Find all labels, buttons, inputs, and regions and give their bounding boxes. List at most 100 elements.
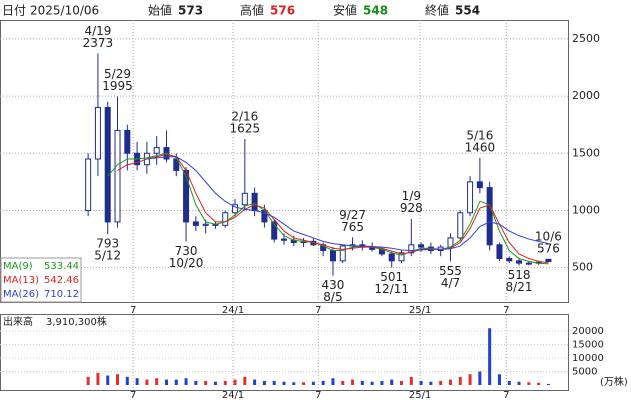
low-label: 安値 (333, 3, 357, 18)
high-label: 高値 (240, 3, 264, 18)
candle-body (202, 223, 209, 226)
candle-body (124, 129, 131, 154)
candle-body (153, 147, 160, 154)
annotation-date: 5/29 (104, 67, 131, 81)
volume-bar (360, 380, 364, 385)
annotation-date: 10/20 (169, 256, 204, 270)
volume-total: 3,910,300株 (46, 315, 107, 328)
candle-body (516, 260, 523, 264)
high-value: 576 (270, 4, 295, 18)
annotation-value: 1460 (465, 140, 496, 154)
y-tick-label: 1500 (572, 146, 600, 159)
volume-bar (223, 380, 227, 385)
candle-body (398, 252, 405, 262)
open-value: 573 (178, 4, 203, 18)
y-tick-label: 500 (572, 261, 593, 274)
candle-body (418, 244, 425, 248)
y-tick-label: 2000 (572, 89, 600, 102)
date-value: 2025/10/06 (30, 4, 99, 18)
candle-body (467, 181, 474, 214)
ma-legend-name: MA(13) (3, 275, 39, 286)
volume-bar (125, 376, 129, 385)
volume-bar (507, 380, 511, 385)
date-label: 日付 (2, 4, 26, 18)
candle-body (85, 158, 92, 211)
volume-bar (448, 379, 452, 385)
close-value: 554 (455, 4, 480, 18)
annotation-value: 765 (341, 220, 364, 234)
annotation-date: 4/19 (84, 24, 111, 38)
annotation-date: 1/9 (402, 189, 421, 203)
candle-body (222, 212, 229, 226)
annotation-date: 5/16 (466, 128, 493, 142)
volume-bar (292, 382, 296, 385)
annotation-value: 576 (537, 241, 560, 255)
volume-bar (468, 374, 472, 385)
volume-bar (96, 372, 100, 385)
annotation-date: 12/11 (374, 282, 409, 296)
x-tick-label: 7 (315, 390, 321, 400)
moving-average (117, 153, 549, 264)
ma-legend-name: MA(9) (3, 261, 33, 272)
volume-bar (488, 328, 492, 385)
volume-bar (439, 380, 443, 385)
header-bg (0, 0, 631, 20)
annotation-value: 1625 (230, 121, 261, 135)
annotation-value: 2373 (83, 36, 114, 50)
candle-body (339, 245, 346, 262)
volume-bar (272, 380, 276, 385)
volume-bar (331, 378, 335, 385)
volume-bar (409, 376, 413, 385)
annotation-value: 730 (175, 244, 198, 258)
volume-bar (233, 379, 237, 385)
volume-bar (174, 379, 178, 385)
annotation-date: 9/27 (339, 208, 366, 222)
volume-bar (86, 376, 90, 385)
x-tick-label: 25/1 (409, 390, 431, 400)
candle-body (525, 262, 532, 265)
candle-body (192, 221, 199, 226)
annotation-value: 518 (508, 268, 531, 282)
candle-body (329, 250, 336, 262)
volume-bar (429, 381, 433, 385)
volume-bar (458, 376, 462, 385)
ma-legend-name: MA(26) (3, 289, 39, 300)
low-value: 548 (363, 4, 388, 18)
marks (85, 53, 552, 385)
annotation-date: 4/7 (441, 276, 460, 290)
volume-bar (262, 380, 266, 385)
candle-body (408, 244, 415, 254)
volume-bar (527, 382, 531, 385)
volume-tick-label: 15000 (572, 339, 604, 350)
candle-body (486, 187, 493, 246)
moving-average (107, 152, 549, 265)
annotation-value: 501 (380, 270, 403, 284)
annotation-value: 555 (439, 264, 462, 278)
candle-body (183, 169, 190, 223)
candle-body (271, 221, 278, 240)
volume-bar (546, 383, 550, 385)
candle-body (114, 129, 121, 223)
open-label: 始値 (148, 3, 172, 18)
annotation-date: 8/21 (506, 280, 533, 294)
volume-bar (380, 380, 384, 385)
candle-body (476, 181, 483, 189)
volume-tick-label: 10000 (572, 353, 604, 364)
volume-bar (390, 379, 394, 385)
x-tick-label: 7 (503, 390, 509, 400)
volume-bar (370, 381, 374, 385)
volume-bar (400, 380, 404, 385)
y-tick-label: 1000 (572, 203, 600, 216)
x-tick-label: 24/1 (222, 390, 244, 400)
volume-bar (253, 379, 257, 385)
volume-bar (478, 371, 482, 385)
x-tick-label: 7 (503, 305, 509, 316)
volume-bar (164, 379, 168, 385)
ma-legend-value: 542.46 (44, 275, 79, 286)
volume-bar (155, 378, 159, 385)
annotation-value: 1995 (102, 79, 133, 93)
price-frame (0, 20, 569, 303)
volume-bar (204, 380, 208, 385)
volume-bar (282, 381, 286, 385)
